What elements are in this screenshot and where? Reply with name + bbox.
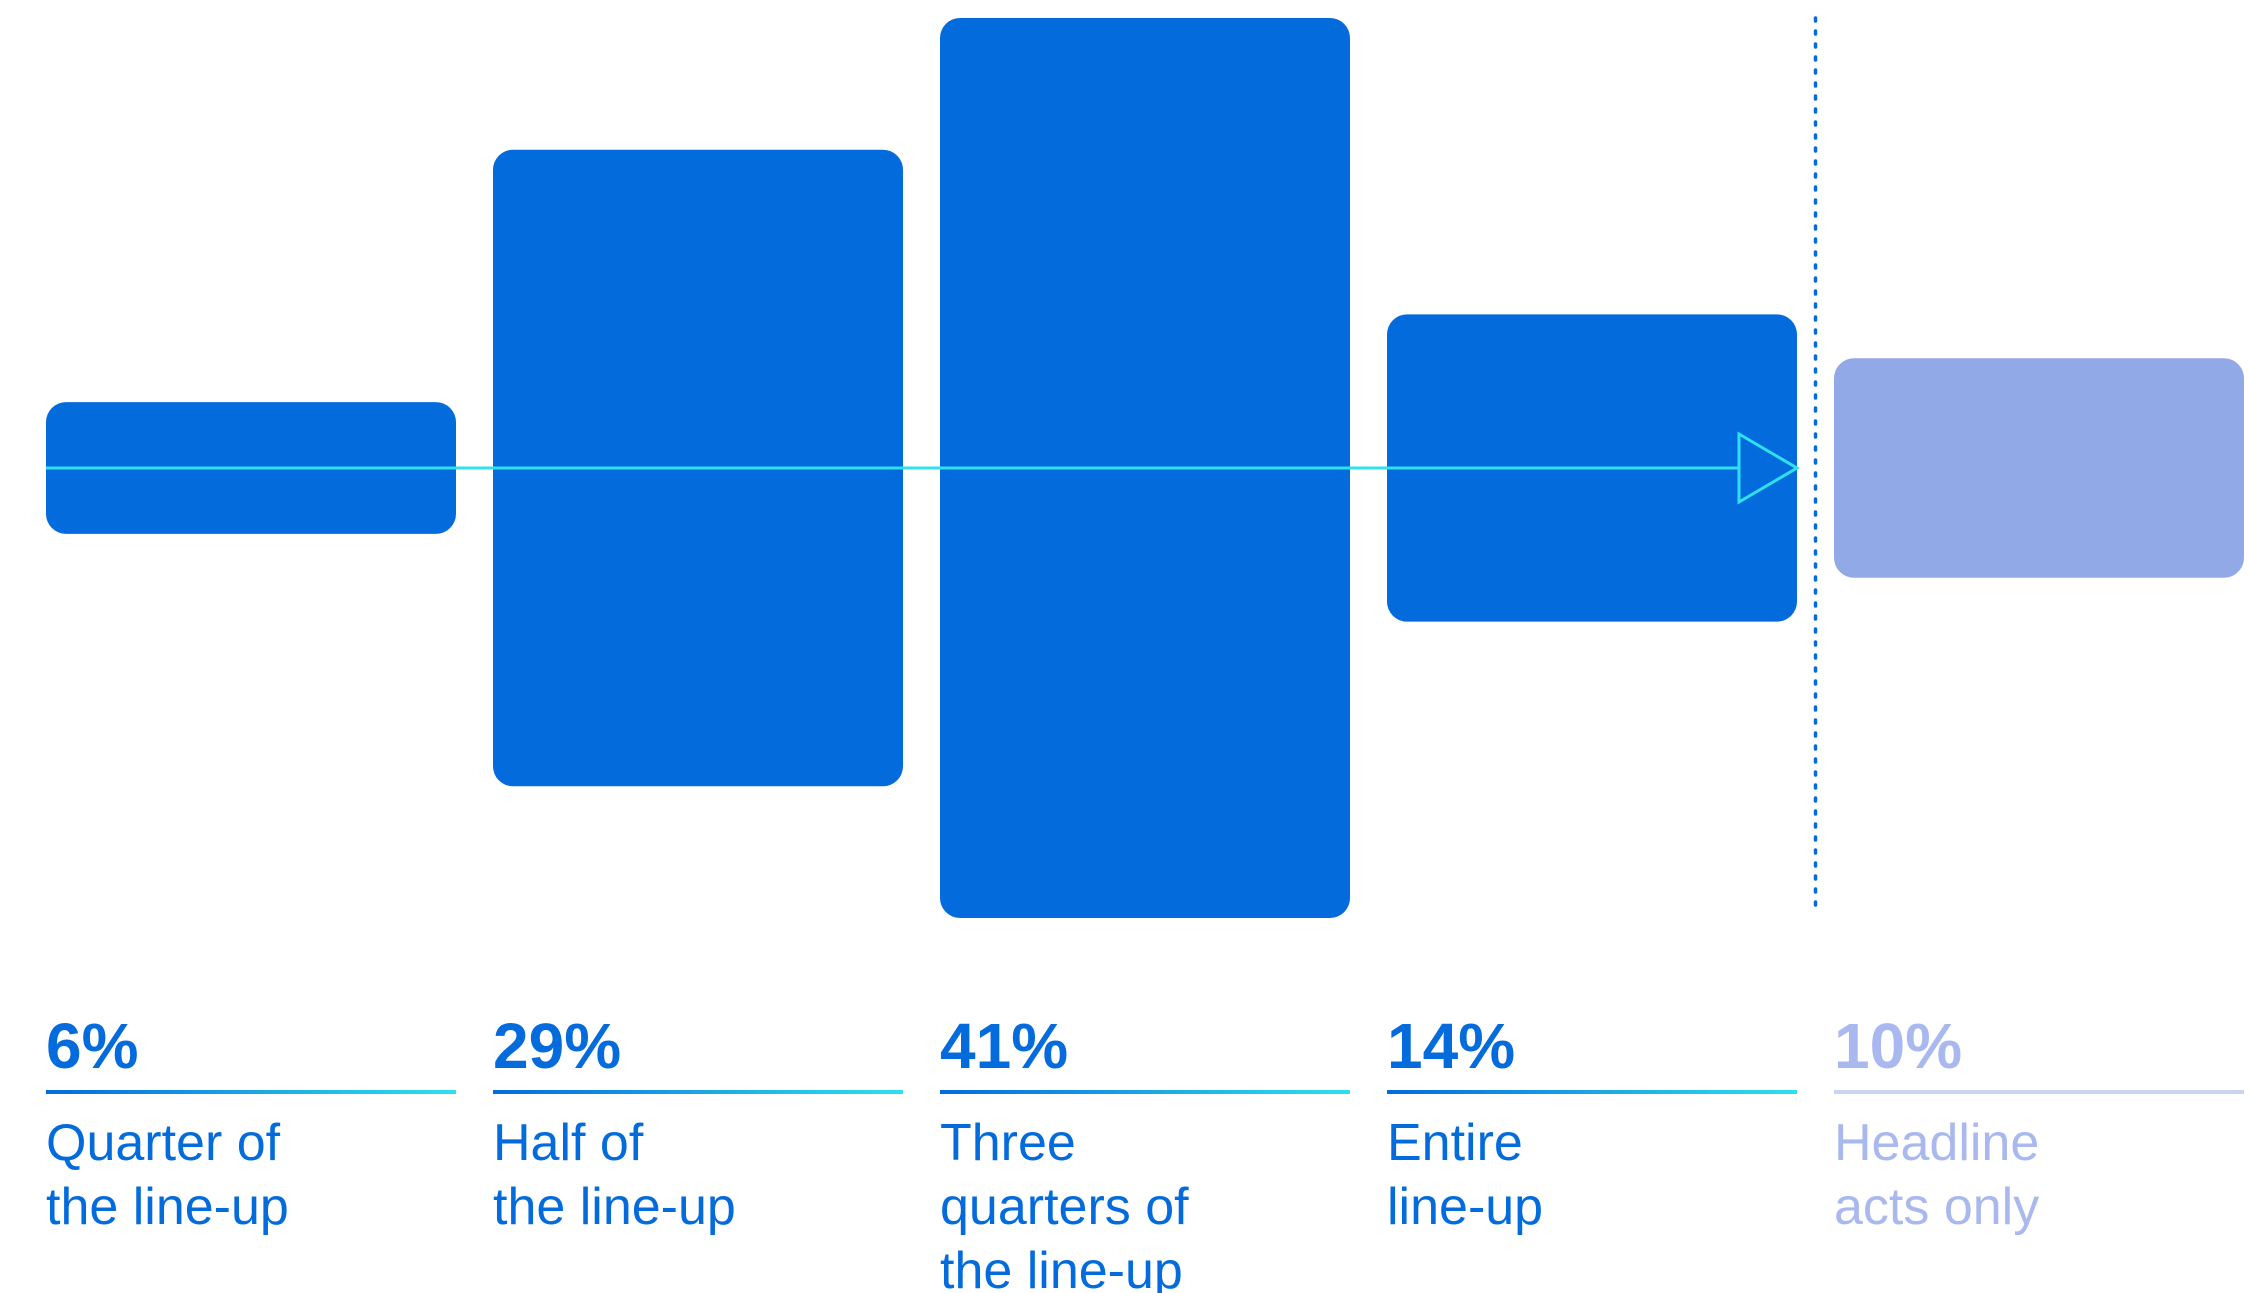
arrow-head — [1737, 431, 1800, 505]
category-label-line: the line-up — [46, 1178, 289, 1236]
underline-3 — [940, 1090, 1350, 1094]
category-label-1: Quarter of the line-up — [46, 1114, 289, 1236]
bar-5 — [1834, 358, 2244, 578]
value-label-4: 14% — [1387, 1010, 1515, 1082]
category-label-2: Half of the line-up — [493, 1114, 736, 1236]
category-label-3: Three quarters of the line-up — [940, 1114, 1189, 1293]
arrow-layer — [46, 431, 1800, 505]
underline-5 — [1834, 1090, 2244, 1094]
category-label-line: Three — [940, 1114, 1076, 1172]
underline-1 — [46, 1090, 456, 1094]
category-label-line: the line-up — [493, 1178, 736, 1236]
category-label-line: quarters of — [940, 1178, 1189, 1236]
underline-4 — [1387, 1090, 1797, 1094]
value-label-5: 10% — [1834, 1010, 1962, 1082]
category-label-line: line-up — [1387, 1178, 1543, 1236]
category-label-line: Quarter of — [46, 1114, 281, 1172]
category-label-5: Headline acts only — [1834, 1114, 2039, 1236]
value-label-1: 6% — [46, 1010, 139, 1082]
category-label-4: Entire line-up — [1387, 1114, 1543, 1236]
value-label-2: 29% — [493, 1010, 621, 1082]
underline-2 — [493, 1090, 903, 1094]
category-label-line: Half of — [493, 1114, 644, 1172]
category-label-line: the line-up — [940, 1242, 1183, 1293]
value-label-3: 41% — [940, 1010, 1068, 1082]
category-label-line: acts only — [1834, 1178, 2039, 1236]
category-label-line: Headline — [1834, 1114, 2039, 1172]
labels-layer: 6% Quarter of the line-up 29% Half of the lin… — [46, 1010, 2244, 1293]
category-label-line: Entire — [1387, 1114, 1523, 1172]
